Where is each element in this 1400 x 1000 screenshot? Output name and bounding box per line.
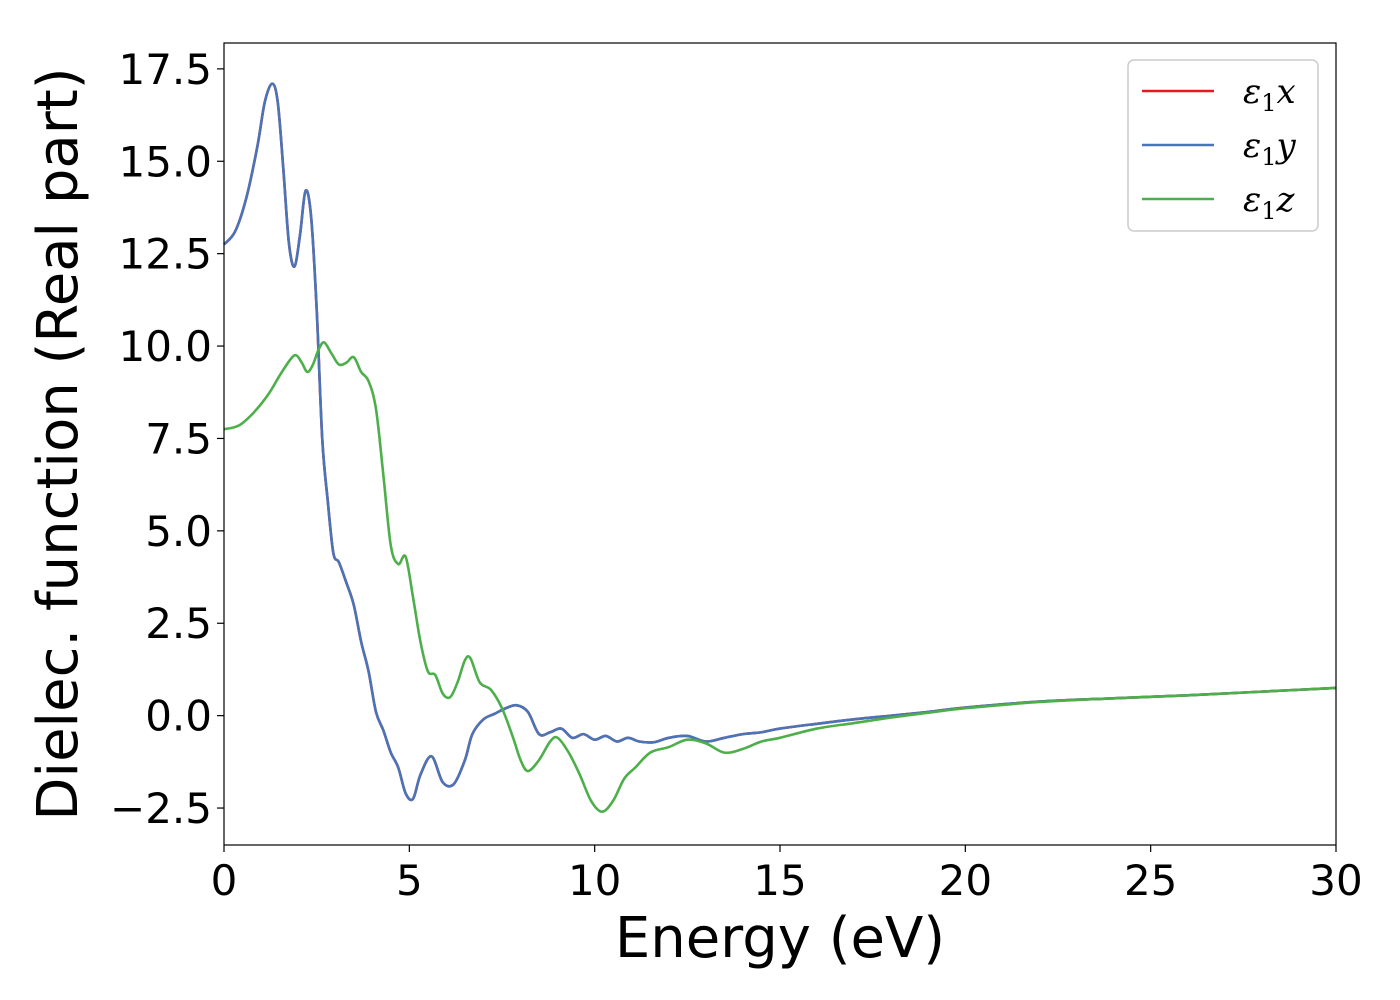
legend-box	[1127, 59, 1319, 232]
x-tick-label: 10	[568, 856, 621, 905]
y-tick-label: 15.0	[118, 137, 212, 186]
legend-label-z: ε1z	[1243, 180, 1296, 225]
y-tick-label: −2.5	[110, 784, 212, 833]
series-line-y	[223, 82, 1337, 802]
x-axis-title: Energy (eV)	[615, 906, 945, 971]
y-tick-label: 5.0	[145, 507, 212, 556]
x-tick-label: 30	[1309, 856, 1362, 905]
y-tick-label: 0.0	[145, 692, 212, 741]
y-tick-label: 17.5	[118, 45, 212, 94]
x-tick-label: 15	[753, 856, 806, 905]
y-axis-title: Dielec. function (Real part)	[26, 67, 91, 820]
legend-label-y: ε1y	[1243, 126, 1297, 171]
y-tick-label: 10.0	[118, 322, 212, 371]
x-tick-label: 5	[396, 856, 423, 905]
series-line-z	[223, 341, 1337, 814]
y-axis: −2.5 0.0 2.5 5.0 7.5 10.0 12.5 15.0 17.5	[110, 45, 224, 833]
legend: ε1x ε1y ε1z	[1127, 59, 1319, 232]
y-tick-label: 2.5	[145, 599, 212, 648]
legend-label-x: ε1x	[1243, 72, 1296, 117]
x-tick-label: 25	[1124, 856, 1177, 905]
x-axis: 0 5 10 15 20 25 30	[211, 845, 1363, 905]
y-tick-label: 12.5	[118, 230, 212, 279]
y-tick-label: 7.5	[145, 414, 212, 463]
x-tick-label: 0	[211, 856, 238, 905]
series-layer	[223, 82, 1337, 814]
x-tick-label: 20	[939, 856, 992, 905]
